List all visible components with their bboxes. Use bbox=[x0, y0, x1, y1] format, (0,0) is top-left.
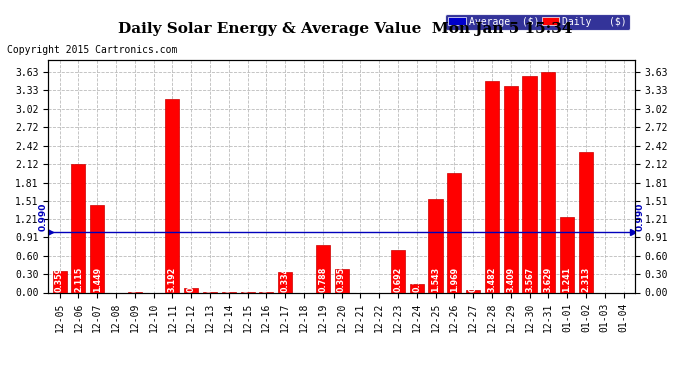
Bar bbox=[579, 152, 593, 292]
Text: 0.000: 0.000 bbox=[375, 267, 384, 292]
Text: 0.000: 0.000 bbox=[356, 267, 365, 292]
Bar bbox=[560, 217, 574, 292]
Text: 0.359: 0.359 bbox=[55, 267, 64, 292]
Bar bbox=[278, 272, 292, 292]
Text: 0.334: 0.334 bbox=[281, 267, 290, 292]
Text: 1.449: 1.449 bbox=[92, 267, 101, 292]
Text: 3.482: 3.482 bbox=[487, 267, 496, 292]
Text: 3.409: 3.409 bbox=[506, 267, 515, 292]
Text: 0.692: 0.692 bbox=[393, 267, 402, 292]
Text: 0.000: 0.000 bbox=[619, 267, 628, 292]
Text: 0.000: 0.000 bbox=[299, 267, 308, 292]
Bar bbox=[391, 251, 405, 292]
Text: 0.132: 0.132 bbox=[412, 267, 421, 292]
Text: 0.000: 0.000 bbox=[600, 267, 609, 292]
Text: Copyright 2015 Cartronics.com: Copyright 2015 Cartronics.com bbox=[7, 45, 177, 55]
Bar bbox=[184, 288, 198, 292]
Text: 0.046: 0.046 bbox=[469, 267, 477, 292]
Text: 0.007: 0.007 bbox=[262, 267, 271, 292]
Text: 2.115: 2.115 bbox=[74, 267, 83, 292]
Text: 3.629: 3.629 bbox=[544, 267, 553, 292]
Bar bbox=[90, 204, 104, 292]
Text: 0.010: 0.010 bbox=[130, 267, 139, 292]
Bar bbox=[522, 76, 537, 292]
Legend: Average  ($), Daily   ($): Average ($), Daily ($) bbox=[445, 14, 630, 30]
Text: 1.241: 1.241 bbox=[562, 267, 571, 292]
Text: 0.395: 0.395 bbox=[337, 267, 346, 292]
Text: 0.000: 0.000 bbox=[149, 267, 158, 292]
Text: 3.192: 3.192 bbox=[168, 267, 177, 292]
Text: Daily Solar Energy & Average Value  Mon Jan 5 15:34: Daily Solar Energy & Average Value Mon J… bbox=[118, 22, 572, 36]
Text: 0.788: 0.788 bbox=[318, 267, 327, 292]
Text: 0.990: 0.990 bbox=[635, 203, 644, 231]
Bar bbox=[52, 271, 67, 292]
Bar bbox=[428, 199, 442, 292]
Text: 0.001: 0.001 bbox=[224, 267, 233, 292]
Bar bbox=[466, 290, 480, 292]
Text: 0.000: 0.000 bbox=[112, 267, 121, 292]
Bar bbox=[485, 81, 499, 292]
Text: 0.004: 0.004 bbox=[243, 267, 252, 292]
Text: 0.081: 0.081 bbox=[187, 267, 196, 292]
Bar bbox=[316, 244, 330, 292]
Bar bbox=[504, 86, 518, 292]
Bar bbox=[71, 164, 86, 292]
Bar bbox=[335, 268, 348, 292]
Text: 1.543: 1.543 bbox=[431, 267, 440, 292]
Bar bbox=[410, 285, 424, 292]
Text: 1.969: 1.969 bbox=[450, 267, 459, 292]
Text: 0.990: 0.990 bbox=[39, 203, 48, 231]
Text: 2.313: 2.313 bbox=[582, 267, 591, 292]
Bar bbox=[447, 173, 462, 292]
Text: 3.567: 3.567 bbox=[525, 267, 534, 292]
Text: 0.002: 0.002 bbox=[206, 267, 215, 292]
Bar bbox=[541, 72, 555, 292]
Bar bbox=[166, 99, 179, 292]
